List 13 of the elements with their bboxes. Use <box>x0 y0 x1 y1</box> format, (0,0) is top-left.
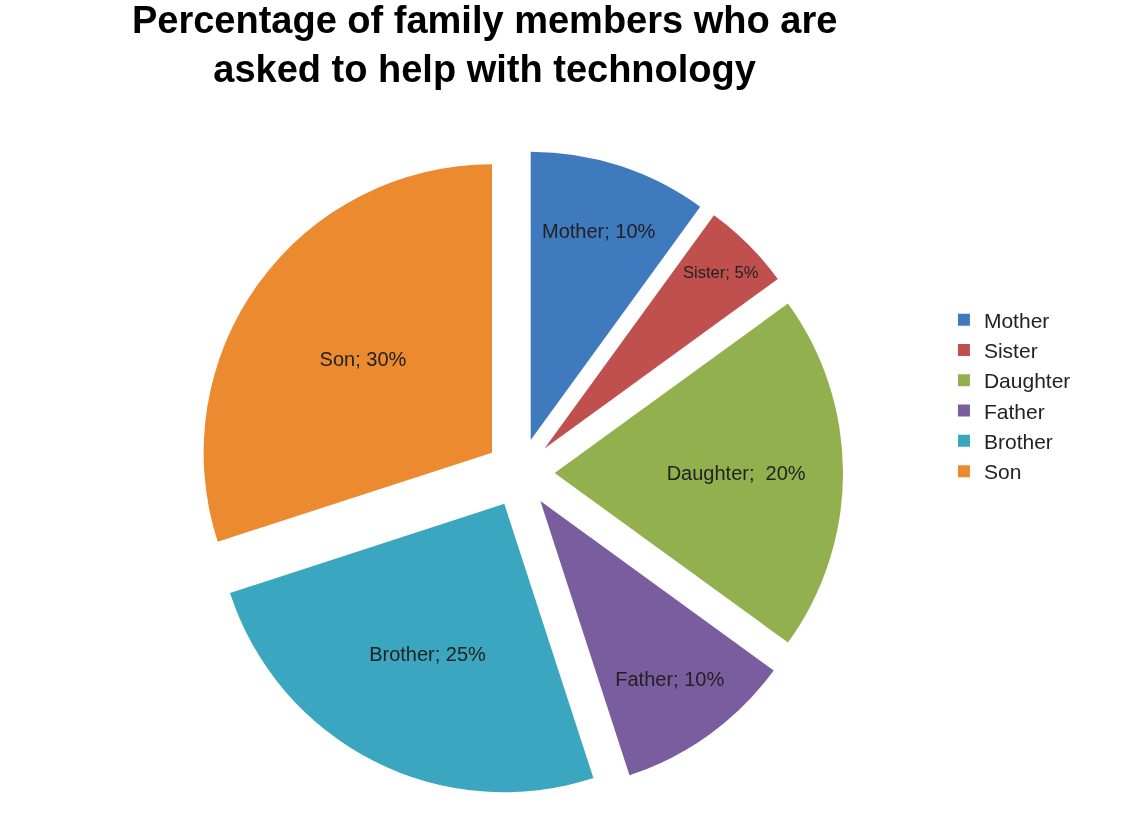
data-label: Mother; 10% <box>541 219 656 242</box>
data-label: Brother; 25% <box>369 643 487 666</box>
data-label: Daughter; 20% <box>666 462 806 484</box>
legend-label: Son <box>983 460 1022 484</box>
data-label: Son; 30% <box>319 347 407 370</box>
legend-label: Mother <box>983 308 1050 332</box>
data-label: Sister; 5% <box>682 263 759 282</box>
data-label: Father; 10% <box>615 668 725 691</box>
legend-label: Brother <box>983 430 1053 454</box>
legend-label: Daughter <box>983 369 1071 393</box>
chart-title: Percentage of family members who are asked to help with technology <box>131 0 838 91</box>
legend-label: Father <box>983 399 1045 423</box>
legend-label: Sister <box>983 339 1038 363</box>
